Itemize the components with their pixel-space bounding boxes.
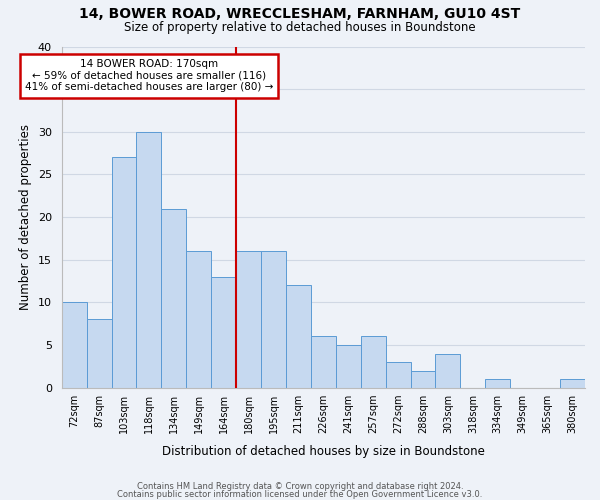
Y-axis label: Number of detached properties: Number of detached properties bbox=[19, 124, 32, 310]
Bar bbox=[485, 379, 510, 388]
Bar bbox=[361, 336, 386, 388]
Bar bbox=[62, 302, 86, 388]
Bar bbox=[336, 345, 361, 388]
Text: 14 BOWER ROAD: 170sqm
← 59% of detached houses are smaller (116)
41% of semi-det: 14 BOWER ROAD: 170sqm ← 59% of detached … bbox=[25, 60, 273, 92]
Text: Size of property relative to detached houses in Boundstone: Size of property relative to detached ho… bbox=[124, 21, 476, 34]
Bar bbox=[161, 208, 186, 388]
Bar bbox=[112, 158, 136, 388]
Bar bbox=[311, 336, 336, 388]
Bar bbox=[136, 132, 161, 388]
Bar bbox=[86, 320, 112, 388]
Bar bbox=[186, 251, 211, 388]
Text: 14, BOWER ROAD, WRECCLESHAM, FARNHAM, GU10 4ST: 14, BOWER ROAD, WRECCLESHAM, FARNHAM, GU… bbox=[79, 8, 521, 22]
Bar bbox=[436, 354, 460, 388]
Bar bbox=[211, 277, 236, 388]
Bar bbox=[286, 286, 311, 388]
Bar bbox=[236, 251, 261, 388]
X-axis label: Distribution of detached houses by size in Boundstone: Distribution of detached houses by size … bbox=[162, 444, 485, 458]
Bar bbox=[410, 370, 436, 388]
Bar bbox=[261, 251, 286, 388]
Text: Contains HM Land Registry data © Crown copyright and database right 2024.: Contains HM Land Registry data © Crown c… bbox=[137, 482, 463, 491]
Text: Contains public sector information licensed under the Open Government Licence v3: Contains public sector information licen… bbox=[118, 490, 482, 499]
Bar bbox=[386, 362, 410, 388]
Bar bbox=[560, 379, 585, 388]
